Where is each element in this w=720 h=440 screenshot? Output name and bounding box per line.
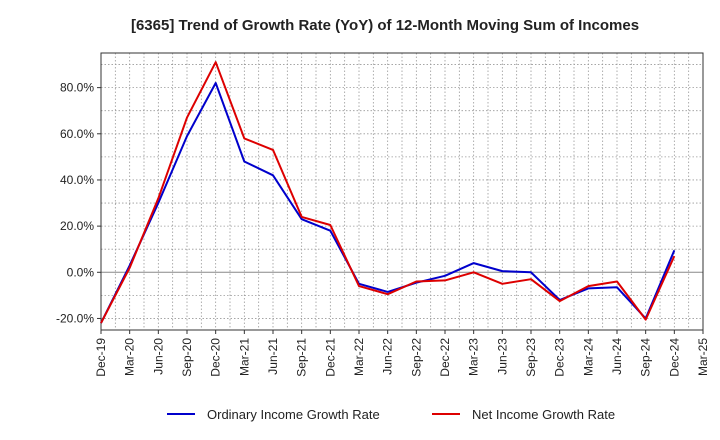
x-tick-label: Mar-23: [467, 338, 481, 376]
x-tick-label: Sep-22: [409, 338, 423, 377]
series-line-1: [100, 61, 676, 324]
series-lines: [100, 61, 676, 324]
x-tick-label: Jun-23: [495, 338, 509, 375]
x-tick-label: Dec-19: [94, 338, 108, 377]
x-tick-label: Sep-21: [295, 338, 309, 377]
legend-label: Ordinary Income Growth Rate: [207, 407, 380, 422]
x-tick-label: Jun-20: [151, 338, 165, 375]
y-tick-label: 0.0%: [67, 265, 95, 279]
x-tick-label: Dec-24: [667, 338, 681, 377]
legend: Ordinary Income Growth Rate Net Income Gr…: [167, 407, 615, 422]
plot-frame: [100, 52, 704, 331]
x-tick-label: Mar-24: [581, 338, 595, 376]
x-tick-label: Jun-24: [610, 338, 624, 375]
x-axis: Dec-19 Mar-20 Jun-20 Sep-20 Dec-20 Mar-21 Jun-…: [94, 330, 710, 377]
x-tick-label: Dec-23: [553, 338, 567, 377]
legend-label: Net Income Growth Rate: [472, 407, 615, 422]
x-tick-label: Mar-20: [123, 338, 137, 376]
x-tick-label: Jun-22: [381, 338, 395, 375]
y-tick-label: 40.0%: [60, 173, 94, 187]
x-tick-label: Dec-22: [438, 338, 452, 377]
x-tick-label: Mar-25: [696, 338, 710, 376]
x-tick-label: Sep-24: [639, 338, 653, 377]
series-line-0: [100, 82, 676, 324]
x-tick-label: Dec-20: [209, 338, 223, 377]
grid: [101, 53, 703, 330]
y-axis: -20.0% 0.0% 20.0% 40.0% 60.0% 80.0%: [56, 81, 101, 325]
chart-title: [6365] Trend of Growth Rate (YoY) of 12-…: [131, 17, 639, 34]
x-tick-label: Sep-23: [524, 338, 538, 377]
x-tick-label: Mar-22: [352, 338, 366, 376]
x-tick-label: Dec-21: [323, 338, 337, 377]
x-tick-label: Mar-21: [237, 338, 251, 376]
x-tick-label: Sep-20: [180, 338, 194, 377]
y-tick-label: 80.0%: [60, 81, 94, 95]
y-tick-label: 60.0%: [60, 127, 94, 141]
y-tick-label: -20.0%: [56, 311, 94, 325]
y-tick-label: 20.0%: [60, 219, 94, 233]
x-tick-label: Jun-21: [266, 338, 280, 375]
